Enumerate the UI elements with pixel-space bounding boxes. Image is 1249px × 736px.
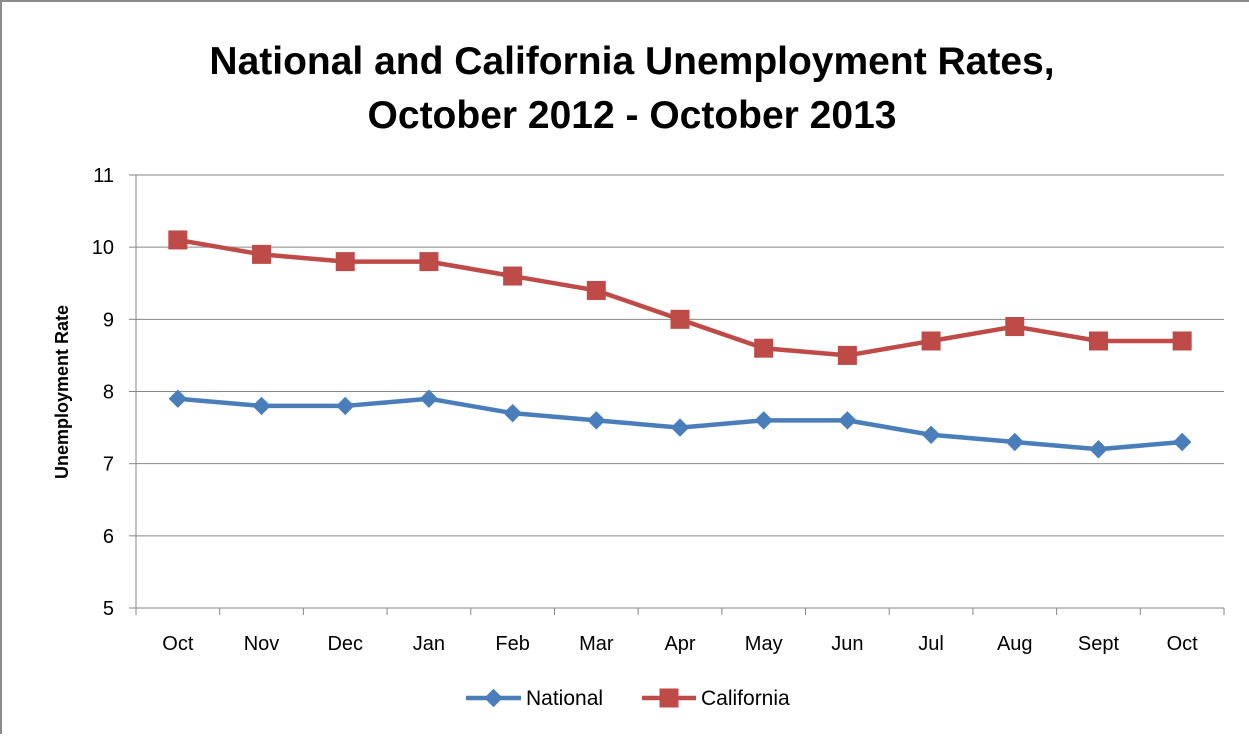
california-point <box>586 280 606 300</box>
x-tick-label: Aug <box>997 633 1033 655</box>
x-tick-label: Dec <box>327 633 363 655</box>
y-tick-label: 8 <box>103 382 114 404</box>
california-point <box>1088 331 1108 351</box>
x-tick-label: Apr <box>664 633 695 655</box>
national-point <box>838 411 857 430</box>
national-point <box>419 389 439 408</box>
x-tick-label: Oct <box>1167 633 1199 655</box>
california-point <box>837 345 857 365</box>
chart-title-line2: October 2012 - October 2013 <box>368 94 897 137</box>
legend-label: National <box>526 687 603 710</box>
california-series-line <box>177 237 1183 358</box>
chart-title-line1: National and California Unemployment Rat… <box>209 40 1054 83</box>
y-tick-label: 9 <box>103 309 114 331</box>
x-tick-label: Nov <box>244 633 280 655</box>
national-point <box>168 389 188 408</box>
y-tick-label: 5 <box>103 598 114 620</box>
california-point <box>252 244 272 264</box>
gridlines <box>136 174 1224 609</box>
california-point <box>921 331 941 351</box>
national-point <box>1089 440 1108 459</box>
national-point <box>1005 432 1024 452</box>
california-point <box>419 252 439 272</box>
y-tick-label: 10 <box>92 237 114 259</box>
x-tick-label: May <box>745 633 783 655</box>
y-tick-label: 6 <box>103 526 114 548</box>
axes <box>129 174 1225 615</box>
national-point <box>754 411 773 430</box>
national-point <box>587 411 606 430</box>
california-point <box>754 338 774 358</box>
california-point <box>670 309 690 329</box>
national-point <box>921 425 941 445</box>
y-tick-label: 11 <box>93 165 114 187</box>
legend-diamond-marker <box>484 688 503 708</box>
legend-square-marker <box>659 688 679 708</box>
x-tick-label: Feb <box>495 633 529 655</box>
x-tick-label: Mar <box>579 633 614 655</box>
x-tick-label: Jul <box>918 633 944 655</box>
california-point <box>168 230 188 250</box>
x-tick-label: Oct <box>162 633 194 655</box>
national-point <box>503 403 522 423</box>
california-point <box>335 252 355 272</box>
national-point <box>336 396 355 416</box>
national-point <box>670 418 690 437</box>
california-point <box>503 266 523 286</box>
y-tick-labels: 5 6 7 8 9 10 11 <box>92 165 114 620</box>
california-point <box>1172 331 1192 351</box>
series <box>168 230 1192 459</box>
x-tick-label: Jan <box>413 633 445 655</box>
x-tick-label: Sept <box>1078 633 1120 655</box>
x-tick-labels: Oct Nov Dec Jan Feb Mar Apr May Jun Jul Aug Sept Oct <box>162 633 1198 655</box>
y-tick-label: 7 <box>103 454 114 476</box>
national-point <box>1172 432 1192 452</box>
x-tick-label: Jun <box>831 633 863 655</box>
legend-label: California <box>701 687 790 710</box>
california-point <box>1005 317 1025 337</box>
y-axis-title: Unemployment Rate <box>52 305 72 479</box>
legend: National California <box>466 687 790 710</box>
national-point <box>252 396 271 416</box>
